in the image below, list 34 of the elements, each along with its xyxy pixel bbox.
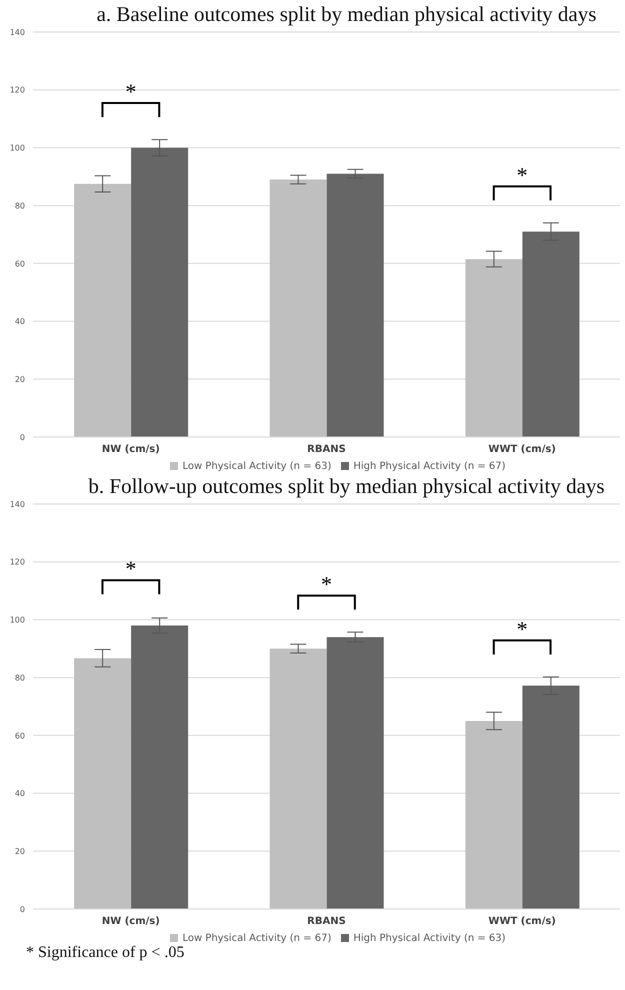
y-tick-label: 60 — [14, 259, 25, 268]
annotation: * — [321, 572, 332, 597]
y-tick-label: 0 — [20, 904, 25, 914]
chart-title: a. Baseline outcomes split by median physical activity days — [96, 1, 598, 28]
annotation: * — [125, 79, 136, 104]
x-tick-label: RBANS — [307, 444, 346, 456]
y-tick-label: 120 — [10, 86, 25, 95]
x-tick-label: WWT (cm/s) — [488, 916, 556, 928]
y-tick-label: 80 — [14, 201, 25, 210]
legend-label: High Physical Activity (n = 63) — [353, 933, 506, 944]
y-tick-label: 20 — [14, 846, 25, 856]
legend-label: High Physical Activity (n = 67) — [353, 461, 506, 472]
annotation: * — [125, 556, 136, 582]
y-tick-label: 140 — [10, 28, 25, 37]
text: * Significance of p < .05 — [25, 944, 186, 962]
annotation: * — [516, 616, 528, 642]
y-tick-label: 20 — [14, 374, 25, 384]
legend-label: Low Physical Activity (n = 67) — [182, 933, 332, 944]
y-tick-label: 140 — [10, 500, 25, 509]
y-tick-label: 40 — [14, 317, 25, 326]
y-tick-label: 80 — [14, 673, 25, 682]
x-tick-label: NW (cm/s) — [102, 916, 160, 928]
y-tick-label: 100 — [10, 616, 25, 625]
y-tick-label: 100 — [10, 144, 25, 153]
legend-label: Low Physical Activity (n = 63) — [182, 461, 332, 472]
x-tick-label: RBANS — [307, 916, 346, 928]
y-tick-label: 60 — [14, 731, 25, 740]
chart-title: b. Follow-up outcomes split by median physical activity days — [87, 473, 606, 500]
annotation: * — [516, 162, 528, 188]
x-tick-label: NW (cm/s) — [102, 444, 160, 456]
y-tick-label: 0 — [20, 432, 25, 442]
y-tick-label: 120 — [10, 558, 25, 567]
x-tick-label: WWT (cm/s) — [488, 444, 556, 456]
y-tick-label: 40 — [14, 789, 25, 798]
